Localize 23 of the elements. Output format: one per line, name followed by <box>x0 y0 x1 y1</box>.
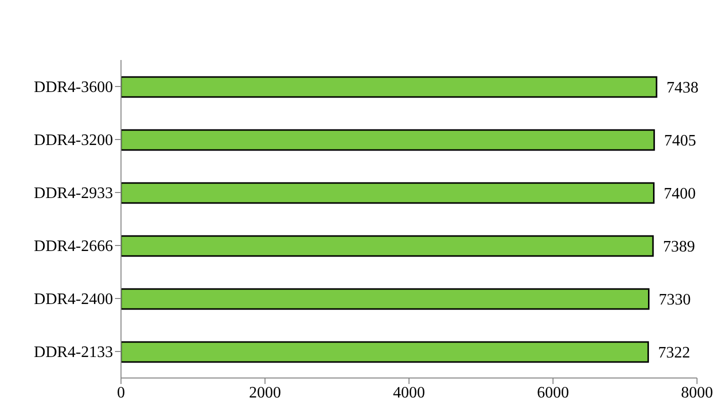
y-tick-label: DDR4-2666 <box>34 238 113 256</box>
data-label: 7389 <box>663 238 696 256</box>
bar <box>121 235 654 257</box>
x-tick-label: 0 <box>117 384 125 402</box>
x-tick-label: 6000 <box>537 384 569 402</box>
data-label: 7405 <box>664 132 696 150</box>
data-label: 7400 <box>664 186 696 203</box>
y-tick-label: DDR4-3200 <box>34 132 113 150</box>
y-tick-label: DDR4-2933 <box>34 185 113 202</box>
x-tick-label: 2000 <box>249 384 281 402</box>
x-tick-label: 4000 <box>393 384 425 402</box>
y-tick-label: DDR4-2133 <box>34 344 113 362</box>
y-tick-label: DDR4-2400 <box>34 291 113 308</box>
x-tick-label: 8000 <box>681 384 713 402</box>
bar <box>121 341 649 363</box>
data-label: 7322 <box>658 344 690 362</box>
bar <box>121 182 655 204</box>
y-tick-label: DDR4-3600 <box>34 79 113 96</box>
bar <box>121 76 658 98</box>
bar <box>121 129 655 151</box>
data-label: 7438 <box>666 80 699 97</box>
data-label: 7330 <box>658 292 691 309</box>
bar <box>121 288 650 310</box>
